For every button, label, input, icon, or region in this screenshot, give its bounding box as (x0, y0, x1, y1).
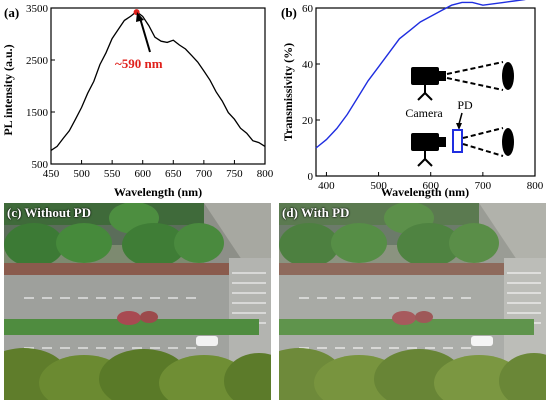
chart-a-xtick-label: 550 (104, 168, 121, 180)
camera-icon (411, 67, 446, 101)
chart-a-ytick-label: 1500 (26, 107, 49, 119)
chart-a-arrowhead (136, 12, 144, 22)
target-ellipse-pd-icon (502, 128, 514, 156)
street-scene-image (4, 203, 271, 400)
chart-a-xtick-label: 700 (196, 168, 213, 180)
chart-b-frame (315, 7, 536, 177)
chart-b-ylabel: Transmissivity (%) (281, 43, 295, 141)
photo-with-pd: (d) With PD (279, 203, 546, 400)
chart-b-ytick-label: 0 (308, 171, 314, 183)
camera-label: Camera (405, 106, 443, 120)
view-cone-icon (446, 61, 504, 91)
chart-b-xlabel: Wavelength (nm) (381, 185, 469, 199)
chart-a: 450 500 550 600 650 700 750 800500150025003500 … (1, 3, 274, 199)
chart-a-series-line (50, 10, 266, 151)
view-cone-with-pd-icon (462, 127, 504, 157)
chart-a-xtick-label: 750 (226, 168, 243, 180)
chart-a-ytick-label: 3500 (26, 3, 49, 15)
chart-b-ytick-label: 40 (302, 59, 314, 71)
chart-a-xtick-label: 450 (43, 168, 60, 180)
chart-b-xtick-label: 500 (370, 180, 387, 192)
panel-b-label: (b) (281, 5, 297, 20)
chart-a-frame (50, 7, 266, 165)
chart-a-ytick-label: 500 (32, 159, 49, 171)
street-scene-pd-image (279, 203, 546, 400)
chart-b: 400 500 600 700 800 0 20 40 60 (b) Transmissivit… (281, 0, 544, 199)
pd-arrowhead (456, 123, 462, 130)
chart-b-xtick-label: 400 (318, 180, 335, 192)
chart-a-annotation: ~590 nm (115, 56, 163, 71)
photo-without-pd: (c) Without PD (4, 203, 271, 400)
pd-box-icon (452, 129, 463, 153)
chart-a-ytick-label: 2500 (26, 55, 49, 67)
chart-a-xtick-label: 500 (73, 168, 90, 180)
chart-a-xlabel: Wavelength (nm) (114, 185, 202, 199)
chart-b-xtick-label: 700 (475, 180, 492, 192)
target-ellipse-icon (502, 62, 514, 90)
chart-b-xtick-label: 600 (422, 180, 439, 192)
panel-a-label: (a) (4, 5, 19, 20)
chart-b-ytick-label: 20 (302, 115, 314, 127)
chart-a-xtick-label: 600 (134, 168, 151, 180)
chart-b-xtick-label: 800 (527, 180, 544, 192)
chart-a-ylabel: PL intensity (a.u.) (1, 44, 15, 135)
pd-arrow (458, 112, 463, 125)
chart-b-series-line (315, 0, 526, 149)
panel-c-label: (c) Without PD (7, 205, 92, 220)
panel-d-label: (d) With PD (282, 205, 350, 220)
chart-b-ytick-label: 60 (302, 3, 314, 15)
chart-a-annotation-arrow (139, 17, 151, 53)
chart-a-xtick-label: 800 (257, 168, 274, 180)
chart-a-xtick-label: 650 (165, 168, 182, 180)
pd-label: PD (457, 98, 473, 112)
camera-with-pd-icon (411, 133, 446, 167)
